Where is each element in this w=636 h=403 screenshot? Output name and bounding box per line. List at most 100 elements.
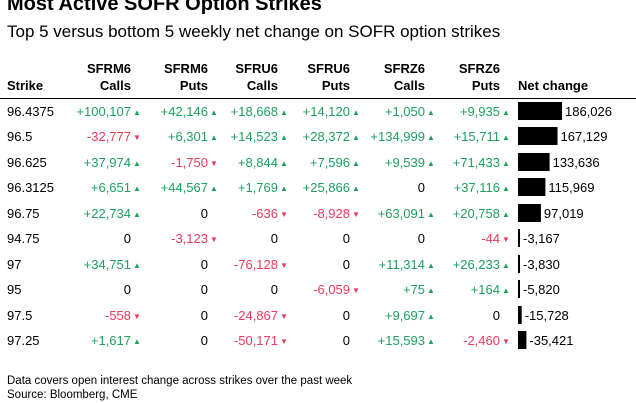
column-header-sfru6-calls: SFRU6 Calls [220, 60, 290, 99]
value-cell: +18,668 ▲ [220, 99, 290, 125]
value-cell: +9,539 ▲ [362, 150, 437, 176]
net-change-bar [518, 254, 520, 273]
column-header-line1: SFRZ6 [383, 61, 425, 76]
cell-value: +75 [402, 282, 425, 298]
cell-value: 0 [417, 231, 425, 247]
up-arrow-icon: ▲ [427, 108, 435, 117]
net-change-label: 97,019 [544, 206, 584, 221]
value-cell: -50,171 ▼ [220, 328, 290, 354]
cell-value: +15,593 [377, 333, 425, 349]
cell-value: -2,460 [463, 333, 500, 349]
cell-value: +26,233 [452, 256, 500, 272]
column-header-sfrz6-calls: SFRZ6 Calls [362, 60, 437, 99]
value-cell: 0 [362, 226, 437, 252]
strike-cell: 95 [7, 282, 22, 298]
column-header-strike: Strike [0, 60, 66, 99]
column-header-sfrm6-calls: SFRM6 Calls [66, 60, 143, 99]
chart-subtitle: Top 5 versus bottom 5 weekly net change … [7, 22, 501, 41]
up-arrow-icon: ▲ [427, 209, 435, 219]
column-header-line1: SFRZ6 [458, 61, 500, 76]
value-cell: -636 ▼ [220, 201, 290, 227]
cell-value: +22,734 [83, 205, 131, 221]
cell-value: +164 [470, 282, 500, 298]
net-change-cell: -15,728 [512, 303, 636, 329]
cell-value: 0 [200, 307, 208, 323]
net-change-bar-svg: -35,421 [518, 331, 573, 349]
value-cell: +8,844 ▲ [220, 150, 290, 176]
up-arrow-icon: ▲ [502, 286, 510, 296]
value-cell: 0 [143, 277, 220, 303]
up-arrow-icon: ▲ [280, 108, 288, 117]
value-cell: -44 ▼ [437, 226, 512, 252]
net-change-cell: 97,019 [512, 201, 636, 227]
down-arrow-icon: ▼ [280, 337, 288, 347]
option-strikes-table: Strike SFRM6 Calls SFRM6 Puts SFRU6 Calls SFRU6… [0, 60, 636, 354]
chart-title: Most Active SOFR Option Strikes [7, 0, 322, 15]
cell-value: +9,935 [459, 104, 500, 119]
down-arrow-icon: ▼ [280, 311, 288, 321]
cell-value: +7,596 [309, 154, 350, 170]
cell-value: +9,539 [384, 154, 425, 170]
value-cell: +11,314 ▲ [362, 252, 437, 278]
value-cell: -24,867 ▼ [220, 303, 290, 329]
down-arrow-icon: ▼ [133, 133, 141, 143]
up-arrow-icon: ▲ [502, 133, 510, 143]
net-change-cell: -3,167 [512, 226, 636, 252]
net-change-cell: 115,969 [512, 175, 636, 201]
up-arrow-icon: ▲ [133, 209, 141, 219]
strike-cell: 96.75 [7, 205, 40, 221]
value-cell: -32,777 ▼ [66, 124, 143, 150]
table-header-row: Strike SFRM6 Calls SFRM6 Puts SFRU6 Calls SFRU6… [0, 60, 636, 99]
net-change-label: 133,636 [553, 155, 600, 170]
value-cell: 0 [143, 201, 220, 227]
cell-value: +11,314 [378, 256, 425, 272]
value-cell: +20,758 ▲ [437, 201, 512, 227]
cell-value: 0 [200, 333, 208, 349]
down-arrow-icon: ▼ [280, 209, 288, 219]
cell-value: +8,844 [237, 154, 278, 170]
value-cell: -558 ▼ [66, 303, 143, 329]
net-change-bar [518, 280, 520, 298]
up-arrow-icon: ▲ [427, 158, 435, 168]
table-row: 95 0 0 0 -6,059 ▼ +75 ▲ +164 ▲ -5,820 [0, 277, 636, 303]
net-change-bar-svg: -3,167 [518, 229, 560, 247]
value-cell: +28,372 ▲ [290, 124, 362, 150]
strike-cell: 97.25 [7, 333, 40, 349]
value-cell: -6,059 ▼ [290, 277, 362, 303]
cell-value: -1,750 [171, 154, 208, 170]
value-cell: 0 [362, 175, 437, 201]
net-change-bar-svg: 186,026 [518, 102, 612, 120]
net-change-label: -35,421 [529, 333, 573, 348]
cell-value: -3,123 [171, 231, 208, 247]
value-cell: +14,523 ▲ [220, 124, 290, 150]
table-row: 96.625 +37,974 ▲ -1,750 ▼ +8,844 ▲ +7,596 ▲ +9,53… [0, 150, 636, 176]
value-cell: +134,999 ▲ [362, 124, 437, 150]
cell-value: +14,120 [302, 104, 350, 119]
up-arrow-icon: ▲ [352, 133, 360, 143]
value-cell: 0 [66, 226, 143, 252]
cell-value: 0 [342, 333, 350, 349]
down-arrow-icon: ▼ [210, 235, 218, 245]
value-cell: 0 [290, 303, 362, 329]
column-header-line2: Puts [179, 78, 208, 93]
value-cell: -2,460 ▼ [437, 328, 512, 354]
cell-value: +9,697 [384, 307, 425, 323]
up-arrow-icon: ▲ [427, 133, 435, 143]
value-cell: +22,734 ▲ [66, 201, 143, 227]
value-cell: +9,935 ▲ [437, 99, 512, 125]
cell-value: +37,974 [83, 154, 131, 170]
value-cell: 0 [220, 277, 290, 303]
value-cell: -8,928 ▼ [290, 201, 362, 227]
down-arrow-icon: ▼ [502, 337, 510, 347]
up-arrow-icon: ▲ [427, 311, 435, 321]
value-cell: +6,651 ▲ [66, 175, 143, 201]
table-row: 97 +34,751 ▲ 0 -76,128 ▼ 0 +11,314 ▲ +26,233 ▲ -3,8… [0, 252, 636, 278]
up-arrow-icon: ▲ [502, 184, 510, 194]
cell-value: +37,116 [453, 180, 500, 196]
cell-value: 0 [270, 282, 278, 298]
up-arrow-icon: ▲ [133, 108, 141, 117]
value-cell: -76,128 ▼ [220, 252, 290, 278]
net-change-bar-svg: 167,129 [518, 127, 608, 145]
value-cell: +15,593 ▲ [362, 328, 437, 354]
net-change-bar-svg: 97,019 [518, 203, 584, 222]
